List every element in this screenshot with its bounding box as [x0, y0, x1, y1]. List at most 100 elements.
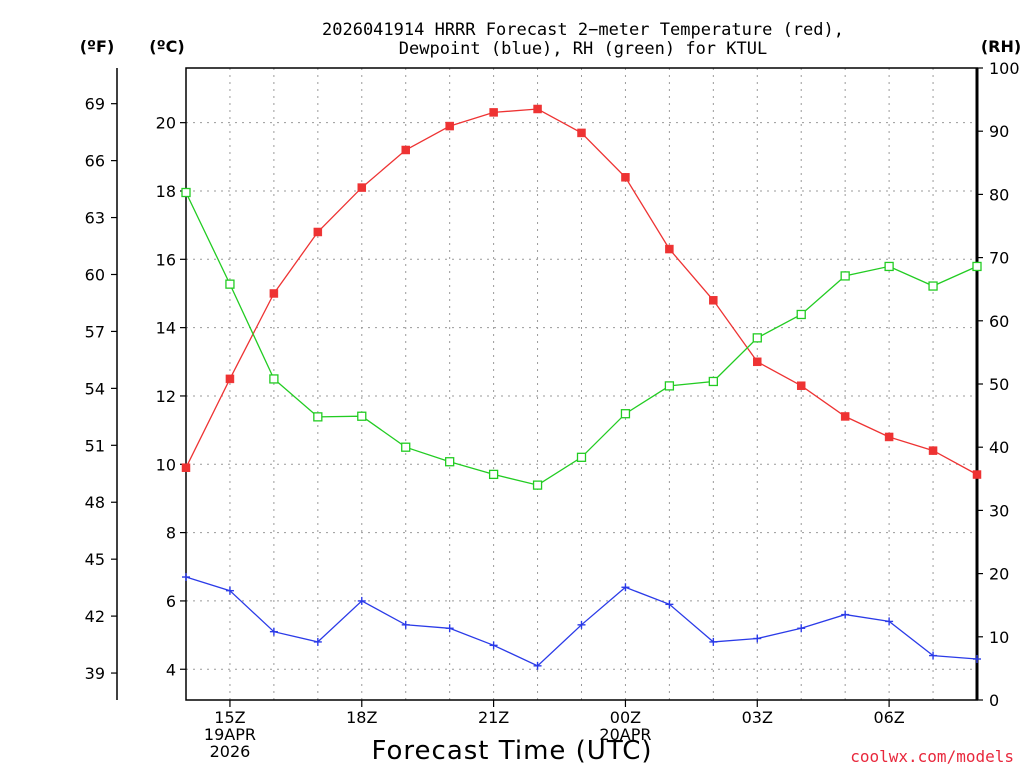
- rh-tick-label: 80: [989, 185, 1009, 204]
- x-tick-label: 21Z: [478, 708, 509, 727]
- dewpoint-point: [269, 627, 278, 636]
- fahrenheit-tick-label: 69: [85, 95, 105, 114]
- celsius-tick-label: 14: [156, 319, 176, 338]
- dewpoint-point: [709, 637, 718, 646]
- fahrenheit-tick-label: 51: [85, 436, 105, 455]
- x-tick-label: 19APR: [204, 725, 256, 744]
- dewpoint-point: [445, 624, 454, 633]
- temperature-point: [445, 121, 454, 131]
- temperature-point: [928, 446, 938, 455]
- dewpoint-point: [665, 600, 674, 609]
- rh-point: [708, 376, 718, 387]
- temperature-point: [269, 289, 279, 298]
- rh-tick-label: 70: [989, 249, 1009, 268]
- dewpoint-point: [885, 617, 894, 626]
- rh-tick-label: 100: [989, 59, 1020, 78]
- rh-tick-label: 0: [989, 691, 999, 710]
- dewpoint-point: [401, 620, 410, 629]
- temperature-point: [577, 128, 586, 138]
- celsius-tick-label: 8: [166, 524, 176, 543]
- rh-point: [357, 411, 367, 421]
- rh-tick-label: 30: [989, 501, 1009, 520]
- rh-point: [620, 409, 631, 419]
- dewpoint-point: [182, 573, 190, 582]
- x-tick-label: 15Z: [214, 708, 245, 727]
- dewpoint-point: [797, 624, 806, 633]
- x-tick-label: 2026: [210, 742, 251, 761]
- chart-title-line-2: Dewpoint (blue), RH (green) for KTUL: [399, 39, 767, 59]
- series-dewpoint: [182, 573, 981, 670]
- chart-title-line-1: 2026041914 HRRR Forecast 2−meter Tempera…: [322, 20, 844, 40]
- rh-point: [752, 333, 762, 343]
- celsius-unit-label: (ºC): [149, 37, 184, 56]
- temperature-point: [709, 296, 718, 305]
- celsius-tick-label: 18: [156, 182, 176, 201]
- temperature-point: [533, 104, 542, 114]
- fahrenheit-tick-label: 60: [85, 265, 105, 284]
- x-tick-label: 03Z: [742, 708, 773, 727]
- rh-point: [840, 271, 850, 281]
- temperature-point: [401, 145, 410, 155]
- temperature-point: [796, 381, 806, 390]
- series-rh: [181, 187, 982, 490]
- temperature-point: [489, 108, 498, 117]
- dewpoint-point: [929, 651, 938, 660]
- rh-point: [796, 309, 806, 320]
- temperature-point: [313, 227, 323, 237]
- rh-point: [928, 281, 938, 291]
- fahrenheit-tick-label: 66: [85, 152, 105, 171]
- fahrenheit-unit-label: (ºF): [80, 37, 115, 56]
- temperature-point: [181, 463, 191, 472]
- celsius-tick-label: 12: [156, 387, 176, 406]
- fahrenheit-tick-label: 42: [85, 607, 105, 626]
- grid-lines: [186, 68, 977, 700]
- temperature-point: [840, 412, 850, 421]
- rh-point: [225, 279, 235, 289]
- temperature-point: [665, 244, 674, 254]
- dewpoint-point: [533, 661, 542, 670]
- rh-point: [576, 452, 587, 462]
- x-tick-label: 06Z: [873, 708, 904, 727]
- temperature-point: [357, 183, 367, 192]
- rh-point: [532, 480, 543, 490]
- temperature-point: [972, 470, 982, 479]
- x-axis-title: Forecast Time (UTC): [371, 736, 652, 766]
- celsius-tick-label: 16: [156, 250, 176, 269]
- rh-tick-label: 60: [989, 312, 1009, 331]
- dewpoint-point: [357, 596, 366, 605]
- dewpoint-point: [313, 637, 322, 646]
- temperature-point: [884, 432, 894, 442]
- dewpoint-point: [621, 583, 630, 592]
- rh-tick-label: 90: [989, 122, 1009, 141]
- rh-tick-label: 40: [989, 438, 1009, 457]
- series-temperature: [181, 104, 982, 479]
- rh-point: [445, 457, 455, 467]
- fahrenheit-tick-label: 57: [85, 322, 105, 341]
- credit-text: coolwx.com/models: [850, 747, 1014, 766]
- celsius-tick-label: 6: [166, 592, 176, 611]
- rh-point: [401, 442, 411, 452]
- rh-tick-label: 50: [989, 375, 1009, 394]
- fahrenheit-tick-label: 54: [85, 379, 105, 398]
- rh-point: [269, 374, 279, 384]
- dewpoint-point: [489, 641, 498, 650]
- fahrenheit-tick-label: 39: [85, 664, 105, 683]
- temperature-point: [225, 374, 235, 384]
- celsius-tick-label: 20: [156, 114, 176, 133]
- rh-point: [972, 261, 982, 272]
- rh-tick-label: 20: [989, 565, 1009, 584]
- fahrenheit-tick-label: 45: [85, 550, 105, 569]
- dewpoint-point: [973, 655, 981, 664]
- rh-tick-label: 10: [989, 628, 1009, 647]
- rh-point: [488, 469, 499, 480]
- celsius-tick-label: 4: [166, 660, 176, 679]
- rh-point: [313, 412, 323, 422]
- x-tick-label: 18Z: [346, 708, 377, 727]
- data-series: [181, 104, 982, 670]
- fahrenheit-tick-label: 63: [85, 209, 105, 228]
- axes: 39 42 45 48 51 54 57 60 63 66 69 4 6 8 10 12 14 16 18 20 0 10…: [85, 59, 1020, 710]
- rh-unit-label: (RH): [981, 37, 1021, 56]
- rh-point: [664, 381, 675, 391]
